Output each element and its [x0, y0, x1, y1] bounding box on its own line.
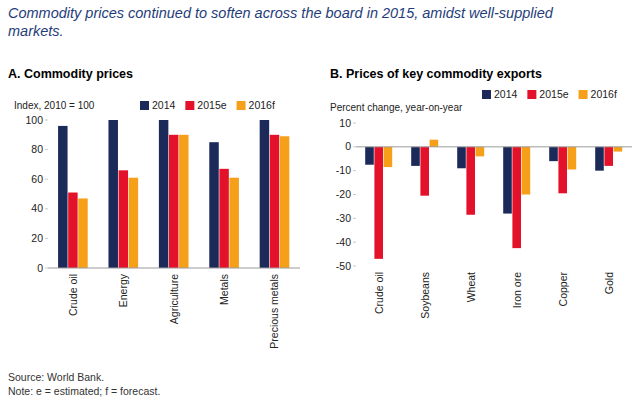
bar: [595, 147, 604, 171]
bar: [430, 140, 439, 147]
legend-label: 2014: [494, 88, 518, 100]
bar: [179, 135, 188, 268]
panel-title: A. Commodity prices: [8, 67, 133, 81]
bar: [457, 147, 466, 168]
bar: [129, 178, 138, 268]
y-tick: [353, 123, 356, 124]
legend-swatch: [527, 90, 536, 99]
y-tick: [45, 179, 48, 180]
y-tick: [45, 268, 48, 269]
bar: [420, 147, 429, 196]
y-tick-label: 60: [31, 173, 43, 185]
legend-label: 2015e: [197, 99, 226, 111]
legend-swatch: [237, 101, 246, 110]
bar: [512, 147, 521, 248]
bar: [68, 193, 77, 268]
legend-label: 2015e: [539, 88, 568, 100]
chart-canvas: A. Commodity prices Index, 2010 = 100 0 20 4…: [0, 0, 640, 405]
y-tick-label: -40: [336, 236, 351, 248]
bar: [466, 147, 475, 215]
x-tick-label: Soybeans: [419, 272, 431, 319]
y-tick-label: 10: [339, 117, 351, 129]
x-tick-label: Gold: [603, 272, 615, 294]
bar: [169, 135, 178, 268]
bar: [270, 135, 279, 268]
x-tick-label: Crude oil: [67, 274, 79, 316]
zero-line: [356, 146, 632, 147]
bar: [374, 147, 383, 259]
source: Source: World Bank.: [8, 371, 104, 383]
bar: [229, 178, 238, 268]
y-tick: [353, 170, 356, 171]
y-tick-label: -20: [336, 188, 351, 200]
zero-line: [48, 268, 300, 269]
bar: [119, 170, 128, 268]
axis-label: Percent change, year-on-year: [330, 102, 463, 113]
y-tick: [353, 146, 356, 147]
bars: [365, 140, 622, 259]
y-tick-label: 100: [25, 114, 43, 126]
y-tick-label: 20: [31, 232, 43, 244]
bar: [260, 120, 269, 268]
bar: [558, 147, 567, 193]
x-tick-label: Crude oil: [373, 272, 385, 314]
y-tick-label: -50: [336, 260, 351, 272]
y-tick: [353, 242, 356, 243]
y-tick: [353, 218, 356, 219]
legend-label: 2014: [152, 99, 176, 111]
bar: [411, 147, 420, 166]
y-tick-label: 0: [345, 140, 351, 152]
bar: [280, 136, 289, 268]
x-tick-label: Metals: [218, 274, 230, 305]
x-tick-label: Wheat: [465, 272, 477, 302]
legend-swatch: [579, 90, 588, 99]
legend-label: 2016f: [249, 99, 275, 111]
bar: [549, 147, 558, 161]
bar: [614, 147, 623, 152]
bar: [522, 147, 531, 195]
y-tick-label: -30: [336, 212, 351, 224]
y-tick-label: 80: [31, 143, 43, 155]
title: Commodity prices continued to soften acr…: [8, 4, 568, 40]
x-tick-label: Energy: [117, 273, 129, 307]
bar: [476, 147, 485, 157]
y-tick-label: -10: [336, 164, 351, 176]
x-tick-label: Agriculture: [168, 274, 180, 324]
y-tick-label: 40: [31, 202, 43, 214]
bar: [78, 198, 87, 268]
y-tick: [353, 194, 356, 195]
y-tick: [45, 120, 48, 121]
bar: [108, 120, 117, 268]
bar: [384, 147, 393, 167]
legend-label: 2016f: [591, 88, 617, 100]
y-tick: [45, 238, 48, 239]
panel: B. Prices of key commodity exports Percen…: [330, 67, 632, 319]
panel: A. Commodity prices Index, 2010 = 100 0 20 4…: [8, 67, 300, 349]
bar: [503, 147, 512, 214]
panel-title: B. Prices of key commodity exports: [330, 67, 542, 81]
y-tick-label: 0: [37, 262, 43, 274]
bar: [58, 126, 67, 268]
note: Note: e = estimated; f = forecast.: [8, 385, 160, 397]
bar: [604, 147, 613, 166]
x-tick-label: Iron ore: [511, 272, 523, 308]
x-tick-label: Copper: [557, 272, 569, 307]
bar: [209, 142, 218, 268]
axis-label: Index, 2010 = 100: [14, 100, 95, 111]
legend-swatch: [482, 90, 491, 99]
bar: [159, 120, 168, 268]
y-tick: [45, 149, 48, 150]
bar: [365, 147, 374, 165]
bar: [568, 147, 577, 170]
x-tick-label: Precious metals: [268, 274, 280, 349]
bar: [219, 169, 228, 268]
y-tick: [45, 208, 48, 209]
legend-swatch: [185, 101, 194, 110]
bars: [58, 120, 289, 268]
y-tick: [353, 266, 356, 267]
legend-swatch: [140, 101, 149, 110]
